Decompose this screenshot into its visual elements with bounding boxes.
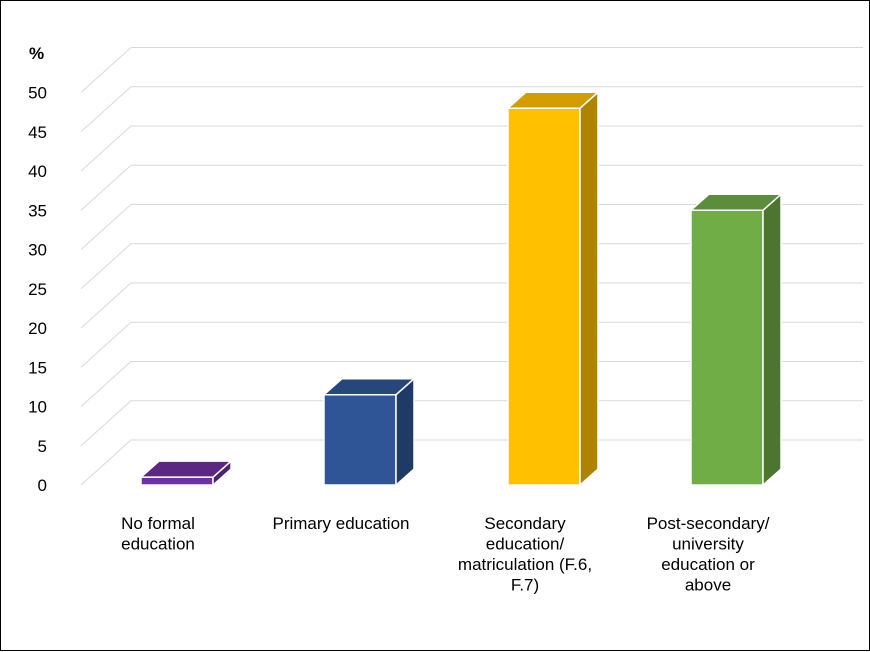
- y-unit-label: %: [29, 44, 44, 63]
- bar: [139, 459, 233, 487]
- gridlines: [80, 47, 863, 486]
- gridline: [80, 47, 863, 93]
- y-tick-label: 35: [28, 201, 47, 220]
- y-tick-label: 40: [28, 162, 47, 181]
- gridline: [80, 439, 863, 486]
- y-tick-label: 20: [28, 319, 47, 338]
- bar: [689, 192, 783, 487]
- gridline: [80, 321, 863, 368]
- y-axis: % 0 5 10 15 20 25 30 35 40 45 50: [28, 44, 47, 495]
- y-tick-label: 0: [38, 476, 47, 495]
- x-category-label: Secondary education/matriculation (F.6, F.…: [458, 514, 592, 595]
- gridline: [80, 86, 863, 133]
- gridline: [80, 243, 863, 290]
- y-tick-label: 25: [28, 280, 47, 299]
- x-category-label: Post-secondary/university education or abo…: [647, 514, 770, 595]
- gridline: [80, 400, 863, 447]
- gridline: [80, 164, 863, 211]
- bars: [139, 90, 783, 487]
- gridline: [80, 125, 863, 172]
- gridline: [80, 282, 863, 329]
- gridline: [80, 204, 863, 250]
- y-tick-label: 30: [28, 241, 47, 260]
- y-tick-label: 5: [38, 437, 47, 456]
- bar: [506, 90, 600, 487]
- y-tick-label: 50: [28, 84, 47, 103]
- x-category-label: Primary education: [272, 514, 409, 533]
- y-tick-label: 45: [28, 123, 47, 142]
- y-tick-label: 10: [28, 398, 47, 417]
- x-category-label: No formal education: [121, 514, 195, 554]
- bar: [322, 377, 416, 487]
- gridline: [80, 361, 863, 407]
- x-axis-labels: No formal education Primary education Secon…: [121, 514, 770, 595]
- y-tick-label: 15: [28, 358, 47, 377]
